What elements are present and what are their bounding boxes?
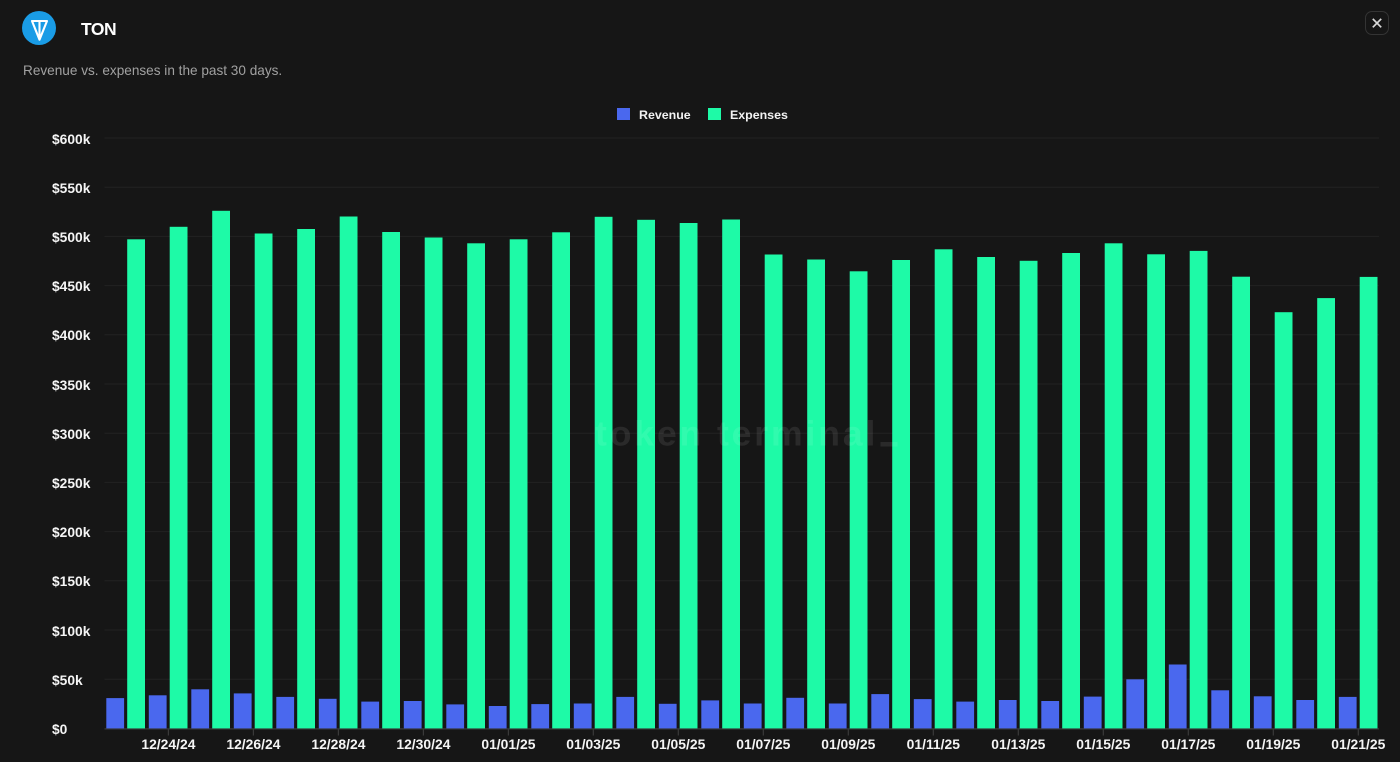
svg-text:token terminal: token terminal <box>595 413 878 453</box>
